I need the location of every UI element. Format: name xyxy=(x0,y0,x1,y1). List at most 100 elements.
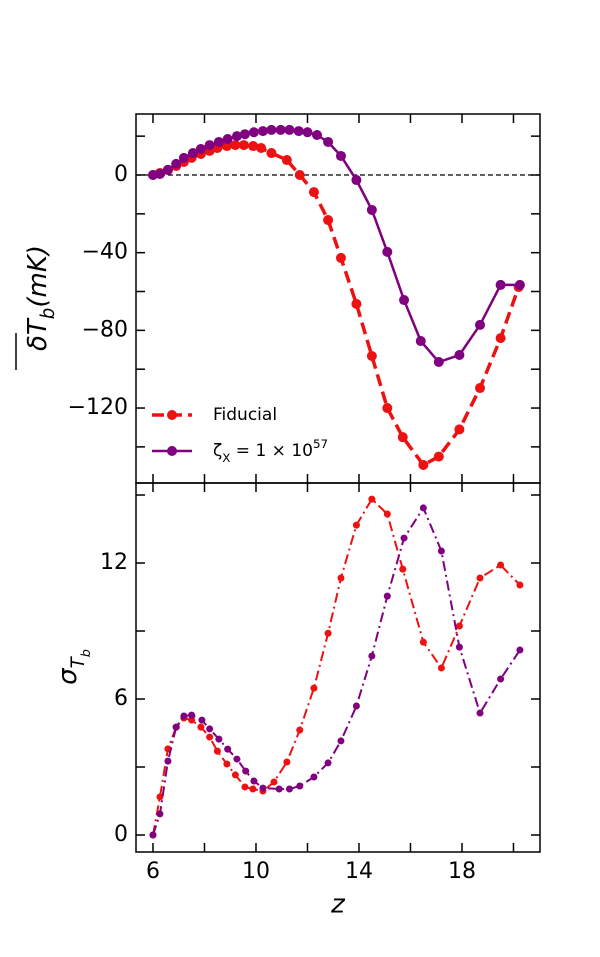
point xyxy=(418,459,429,470)
x-tick-label: 6 xyxy=(146,859,160,884)
legend-label: Fiducial xyxy=(213,405,277,425)
point xyxy=(241,783,249,791)
point xyxy=(335,252,346,263)
point xyxy=(294,169,305,180)
point xyxy=(239,129,250,140)
point xyxy=(171,158,182,169)
point xyxy=(433,357,444,368)
plot-frame xyxy=(135,113,541,484)
point xyxy=(206,725,214,733)
series-line xyxy=(152,505,521,836)
point xyxy=(399,295,410,306)
point xyxy=(433,451,444,462)
point xyxy=(224,745,232,753)
point xyxy=(281,155,292,166)
point xyxy=(397,432,408,443)
point xyxy=(296,726,304,734)
y-tick-label: 0 xyxy=(114,162,128,187)
point xyxy=(455,622,463,630)
y-tick-label: −80 xyxy=(82,317,128,342)
point xyxy=(180,712,188,720)
point xyxy=(352,702,360,710)
point xyxy=(231,131,242,142)
point xyxy=(368,652,376,660)
point xyxy=(415,336,426,347)
y-tick-label: 6 xyxy=(114,686,128,711)
point xyxy=(476,709,484,717)
point xyxy=(156,793,164,801)
point xyxy=(204,140,215,151)
y-label-group: δTb(mK) xyxy=(15,245,59,370)
point xyxy=(248,127,259,138)
point xyxy=(238,140,249,151)
point xyxy=(516,581,524,589)
point xyxy=(495,279,506,290)
point xyxy=(302,127,313,138)
point xyxy=(310,684,318,692)
point xyxy=(188,716,196,724)
point xyxy=(312,129,323,140)
x-tick-label: 10 xyxy=(242,859,270,884)
point xyxy=(454,350,465,361)
point xyxy=(197,723,205,731)
point xyxy=(285,785,293,793)
point xyxy=(400,534,408,542)
point xyxy=(497,561,505,569)
point xyxy=(257,126,268,137)
point xyxy=(437,664,445,672)
point xyxy=(383,510,391,518)
point xyxy=(351,298,362,309)
point xyxy=(337,737,345,745)
legend-marker xyxy=(167,446,177,456)
point xyxy=(270,778,278,786)
point xyxy=(162,164,173,175)
y-tick-label: −120 xyxy=(68,395,128,420)
point xyxy=(296,782,304,790)
point xyxy=(383,592,391,600)
point xyxy=(352,521,360,529)
point xyxy=(335,150,346,161)
point xyxy=(249,785,257,793)
x-tick-label: 18 xyxy=(448,859,476,884)
point xyxy=(172,723,180,731)
y-axis-label: δTb(mK) xyxy=(23,245,59,351)
point xyxy=(455,643,463,651)
point xyxy=(266,148,277,159)
point xyxy=(419,638,427,646)
point xyxy=(475,319,486,330)
point xyxy=(337,574,345,582)
point xyxy=(275,124,286,135)
point xyxy=(323,136,334,147)
point xyxy=(275,785,283,793)
point xyxy=(156,810,164,818)
point xyxy=(516,646,524,654)
point xyxy=(233,755,241,763)
y-axis-label: σTb xyxy=(53,649,93,685)
point xyxy=(382,403,393,414)
point xyxy=(495,333,506,344)
point xyxy=(198,716,206,724)
point xyxy=(366,350,377,361)
series-line xyxy=(152,143,521,468)
point xyxy=(454,424,465,435)
point xyxy=(206,733,214,741)
point xyxy=(231,771,239,779)
point xyxy=(250,777,258,785)
point xyxy=(230,140,241,151)
point xyxy=(324,629,332,637)
y-tick-label: 0 xyxy=(114,822,128,847)
y-label-group: σTb xyxy=(53,649,93,685)
point xyxy=(215,735,223,743)
point xyxy=(476,574,484,582)
point xyxy=(223,760,231,768)
point xyxy=(213,747,221,755)
point xyxy=(382,246,393,257)
point xyxy=(187,148,198,159)
point xyxy=(256,142,267,153)
point xyxy=(419,504,427,512)
point xyxy=(248,141,259,152)
point xyxy=(195,143,206,154)
point xyxy=(259,784,267,792)
